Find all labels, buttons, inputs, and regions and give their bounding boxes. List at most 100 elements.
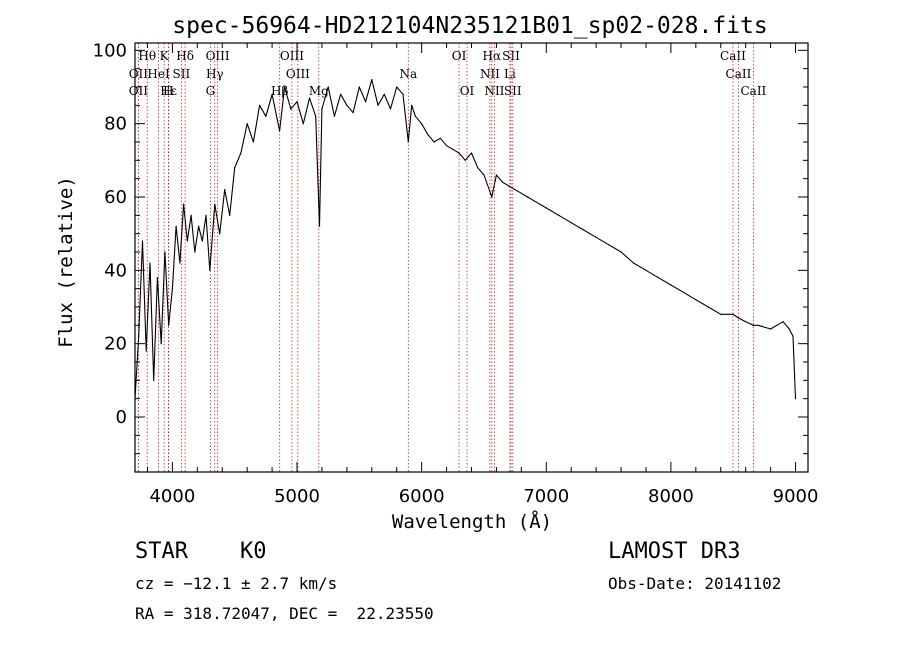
line-label-11: SII [173,67,191,81]
data-point-101 [794,398,797,400]
line-label-12: Hγ [206,67,224,81]
data-point-26 [240,152,242,154]
data-point-84 [632,262,635,264]
data-point-6 [156,277,158,279]
line-label-1: K [160,49,170,63]
data-point-2 [141,240,144,242]
data-point-94 [745,321,747,323]
data-point-41 [327,86,329,88]
data-point-44 [346,104,348,106]
x-tick-label-3: 7000 [523,486,569,507]
data-point-19 [205,214,207,216]
line-label-23: Mg [309,84,329,98]
data-point-52 [396,86,398,88]
data-point-8 [164,251,166,253]
data-point-9 [168,324,170,326]
data-point-17 [198,225,200,227]
object-type: STAR [135,539,188,564]
x-axis-label: Wavelength (Å) [392,510,552,533]
data-point-63 [458,152,460,154]
data-point-89 [695,299,697,301]
data-point-46 [358,86,360,88]
data-point-87 [670,284,672,286]
data-point-45 [352,112,354,114]
data-point-40 [321,108,323,110]
line-label-25: NII [484,84,504,98]
coordinates: RA = 318.72047, DEC = 22.23550 [135,604,434,623]
data-point-15 [190,214,192,216]
line-label-13: OIII [286,67,310,81]
line-label-9: OII [129,67,149,81]
line-label-0: Hθ [138,49,156,63]
data-point-21 [214,203,216,205]
data-point-64 [464,159,466,161]
data-point-76 [539,203,541,205]
data-point-5 [153,379,155,381]
data-point-4 [149,262,151,264]
data-point-61 [446,145,448,147]
data-point-96 [757,324,759,326]
data-point-12 [179,262,181,264]
data-point-50 [383,93,385,95]
data-point-88 [682,291,685,293]
line-label-14: Na [399,67,417,81]
data-point-79 [570,222,572,224]
line-label-2: Hδ [176,49,194,63]
y-tick-label-2: 40 [104,260,127,281]
data-point-11 [175,225,177,227]
data-point-68 [491,196,493,198]
data-point-62 [452,148,454,150]
y-axis-label: Flux (relative) [55,176,77,348]
x-tick-label-5: 9000 [773,486,819,507]
data-point-72 [514,189,516,191]
data-point-58 [427,134,429,136]
data-point-51 [389,108,392,110]
data-point-73 [520,192,523,194]
line-label-18: OII [129,84,149,98]
y-tick-label-1: 20 [104,334,127,355]
data-point-77 [545,207,547,209]
data-point-85 [645,269,647,271]
data-point-48 [371,79,373,81]
line-label-7: SII [502,49,520,63]
data-point-18 [201,240,203,242]
x-tick-label-4: 8000 [648,486,694,507]
data-point-34 [290,108,292,110]
line-label-27: CaII [740,84,766,98]
data-point-54 [407,141,409,143]
data-point-39 [318,225,321,227]
data-point-28 [252,141,254,143]
data-point-80 [583,229,585,231]
line-label-19: Hε [160,84,177,98]
data-point-66 [477,167,479,169]
spectral-subclass: K0 [240,539,267,564]
data-point-24 [229,214,231,216]
line-label-24: OI [460,84,475,98]
data-point-90 [707,306,709,308]
data-point-97 [770,328,772,330]
observation-date: Obs-Date: 20141102 [608,574,782,593]
line-label-20: H [163,84,173,98]
data-point-70 [502,181,504,183]
line-label-15: NII [480,67,500,81]
data-point-23 [224,189,226,191]
data-point-98 [782,321,784,323]
data-point-74 [527,196,529,198]
data-point-81 [595,236,597,238]
line-label-4: OIII [280,49,304,63]
data-point-25 [234,167,236,169]
data-point-91 [720,313,722,315]
data-point-65 [470,152,473,154]
line-label-6: Hα [483,49,502,63]
data-point-83 [620,251,622,253]
data-point-31 [271,93,273,95]
data-point-22 [219,233,221,235]
y-tick-label-5: 100 [93,40,127,61]
data-point-95 [752,324,755,326]
spectrum-series [134,79,797,400]
data-point-49 [377,104,379,106]
data-point-16 [194,251,196,253]
data-point-37 [308,97,311,99]
data-point-47 [365,101,367,103]
series-line-0 [134,79,797,399]
